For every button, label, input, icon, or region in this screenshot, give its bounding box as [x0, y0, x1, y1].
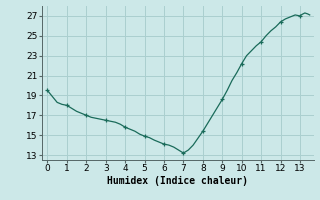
- X-axis label: Humidex (Indice chaleur): Humidex (Indice chaleur): [107, 176, 248, 186]
